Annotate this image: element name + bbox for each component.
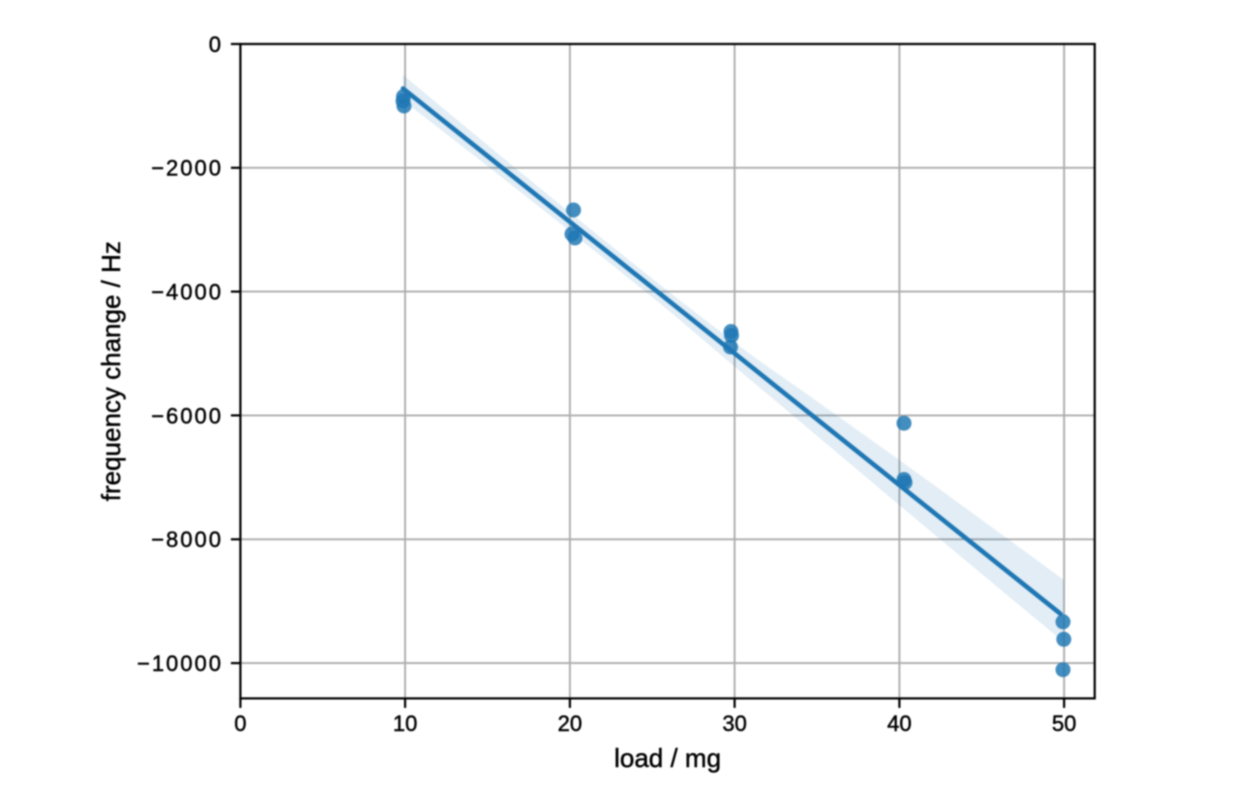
svg-text:0: 0 — [209, 32, 223, 57]
svg-text:load / mg: load / mg — [614, 743, 721, 773]
svg-text:0: 0 — [234, 711, 246, 736]
svg-text:20: 20 — [558, 711, 582, 736]
svg-text:−2000: −2000 — [151, 156, 223, 181]
svg-text:frequency change / Hz: frequency change / Hz — [96, 241, 126, 501]
svg-text:40: 40 — [887, 711, 911, 736]
svg-text:10: 10 — [393, 711, 417, 736]
svg-text:30: 30 — [722, 711, 746, 736]
svg-text:−6000: −6000 — [151, 403, 223, 428]
svg-text:−8000: −8000 — [151, 527, 223, 552]
svg-text:−4000: −4000 — [151, 280, 223, 305]
svg-text:50: 50 — [1052, 711, 1076, 736]
svg-text:−10000: −10000 — [137, 651, 223, 676]
